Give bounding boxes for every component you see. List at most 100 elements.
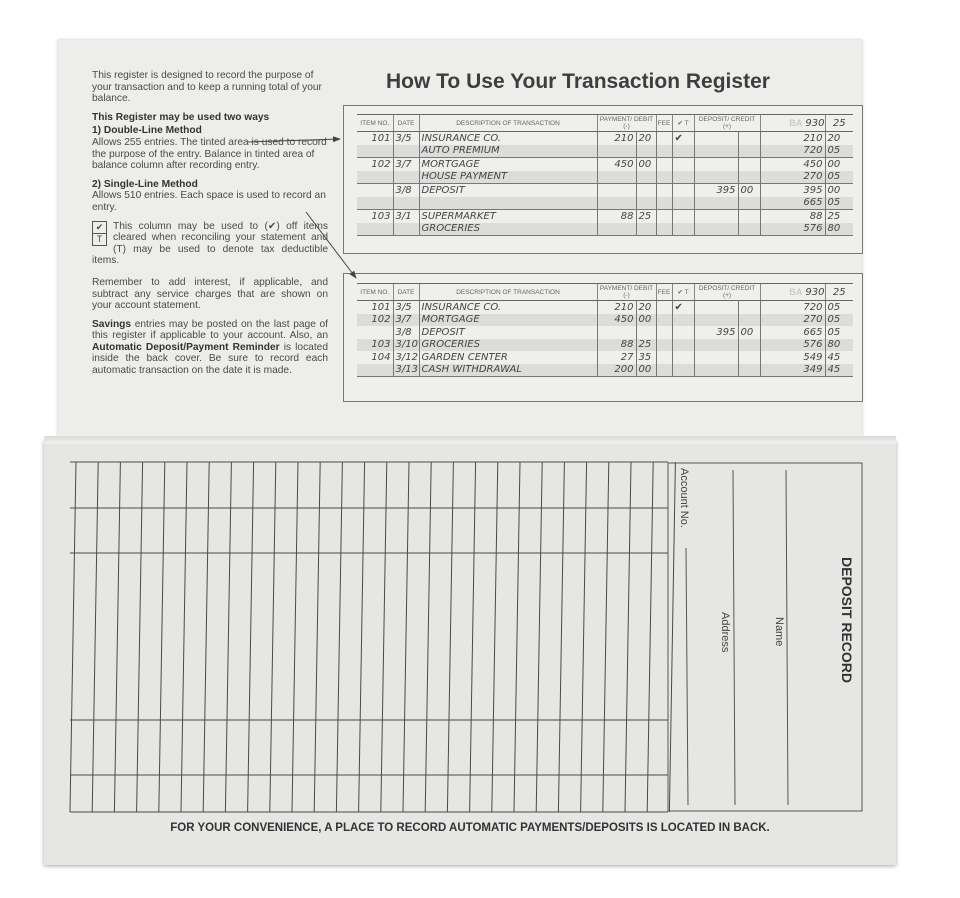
cell-desc: SUPERMARKET: [418, 209, 597, 223]
cell-date: 3/5: [392, 131, 419, 145]
cell-desc: INSURANCE CO.: [418, 131, 597, 145]
cell-bal_c: 05: [824, 300, 853, 314]
cell-fee: [655, 326, 672, 339]
cell-date: 3/8: [392, 326, 419, 339]
cell-bal_c: 80: [824, 338, 853, 351]
deposit-grid: [69, 461, 676, 813]
cell-dep_c: [737, 144, 760, 158]
grid-column-line: [624, 461, 632, 813]
cell-item: [357, 183, 393, 197]
cell-desc: DEPOSIT: [418, 183, 597, 197]
cell-chk: [671, 313, 694, 326]
cell-desc: HOUSE PAYMENT: [418, 170, 597, 184]
table-row: GROCERIES 576 80: [357, 222, 853, 236]
grid-column-line: [580, 461, 588, 813]
remember-text: Remember to add interest, if applicable,…: [92, 276, 328, 312]
table-row: 3/8 DEPOSIT 395 00 395 00: [357, 183, 853, 197]
double-line-text: Allows 255 entries. The tinted area is u…: [92, 136, 327, 172]
balance-header: BA 930: [759, 283, 825, 301]
cell-pay_c: 25: [635, 209, 656, 223]
cell-pay: 27: [596, 351, 636, 364]
cell-pay: [596, 144, 636, 158]
cell-bal_c: 05: [824, 326, 853, 339]
grid-column-line: [491, 461, 499, 813]
cell-bal_c: 45: [824, 351, 853, 364]
cell-dep: [693, 157, 738, 171]
cell-item: 101: [371, 301, 391, 313]
cell-item: [357, 196, 393, 210]
cell-bal_c: 00: [824, 157, 853, 171]
cell-dep_c: [737, 170, 760, 184]
cell-bal: 450: [759, 157, 825, 171]
table-row: AUTO PREMIUM 720 05: [357, 144, 853, 158]
cell-fee: [655, 131, 672, 145]
cell-dep_c: 00: [737, 183, 760, 197]
cell-pay_c: 25: [635, 338, 656, 351]
cell-bal_c: 00: [824, 183, 853, 197]
cell-pay_c: 35: [635, 351, 656, 364]
grid-column-line: [247, 461, 255, 813]
cell-chk: [671, 170, 694, 184]
table-row: 3/8 DEPOSIT 395 00 665 05: [357, 326, 853, 339]
cell-pay_c: [635, 144, 656, 158]
balance-header: BA 930: [759, 114, 825, 132]
cell-desc: MORTGAGE: [418, 313, 597, 326]
cell-dep_c: [737, 131, 760, 145]
cell-item: 103: [357, 209, 393, 223]
cell-bal_c: 25: [824, 209, 853, 223]
cell-pay_c: 20: [635, 131, 656, 145]
cell-pay: [596, 326, 636, 339]
cell-dep_c: [737, 300, 760, 314]
cell-fee: [655, 363, 672, 377]
grid-column-line: [446, 461, 454, 813]
grid-column-line: [224, 461, 232, 813]
grid-column-line: [335, 461, 343, 813]
cell-pay: 450: [596, 157, 636, 171]
table-row: 101 3/5 INSURANCE CO. 210 20 ✔ 720 05: [357, 300, 853, 314]
cell-dep: [693, 196, 738, 210]
cell-dep_c: [737, 209, 760, 223]
check-header: ✔ T: [671, 114, 694, 132]
grid-column-line: [402, 461, 410, 813]
single-line-heading: 2) Single-Line Method: [92, 178, 198, 190]
check-column-icon: ✔ T: [92, 220, 107, 246]
cell-fee: [655, 183, 672, 197]
cell-dep: [693, 170, 738, 184]
grid-column-line: [380, 461, 388, 813]
cell-date: 3/7: [392, 157, 419, 171]
cell-chk: [671, 157, 694, 171]
cell-pay_c: [635, 196, 656, 210]
cell-dep: [693, 351, 738, 364]
grid-column-line: [535, 461, 543, 813]
grid-column-line: [668, 461, 676, 813]
account-number-line: [685, 547, 689, 806]
cell-item: [357, 170, 393, 184]
cell-fee: [655, 170, 672, 184]
table-row: 102 3/7 MORTGAGE 450 00 270 05: [357, 313, 853, 326]
cell-fee: [655, 338, 672, 351]
cell-dep_c: [737, 313, 760, 326]
cell-pay_c: [635, 170, 656, 184]
cell-bal_c: 05: [824, 196, 853, 210]
cell-chk: [671, 196, 694, 210]
cell-dep_c: [737, 363, 760, 377]
cell-pay: [596, 222, 636, 236]
grid-column-line: [557, 461, 565, 813]
date-header: DATE: [392, 114, 419, 132]
cell-pay: 450: [596, 313, 636, 326]
cell-fee: [655, 196, 672, 210]
cell-date: 3/5: [392, 300, 419, 314]
payment-header: PAYMENT/ DEBIT (-): [596, 283, 656, 301]
cell-dep_c: [737, 351, 760, 364]
cell-dep_c: [737, 196, 760, 210]
table-row: 665 05: [357, 196, 853, 210]
deposit-record-box: [667, 462, 863, 812]
name-line: [785, 469, 789, 806]
grid-column-line: [91, 461, 99, 813]
cell-chk: [671, 338, 694, 351]
address-line: [732, 469, 736, 806]
cell-bal: 349: [759, 363, 825, 377]
cell-item: [357, 222, 393, 236]
cell-item: [357, 363, 393, 377]
